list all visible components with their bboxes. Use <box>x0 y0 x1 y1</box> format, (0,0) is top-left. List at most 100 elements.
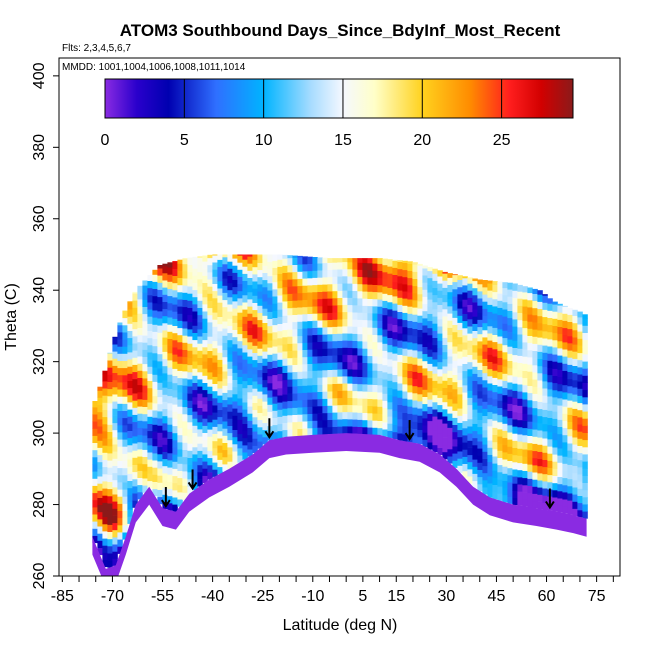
heatmap-cell <box>207 343 213 351</box>
heatmap-cell <box>162 408 168 417</box>
heatmap-cell <box>492 441 498 450</box>
heatmap-cell <box>197 429 203 437</box>
heatmap-cell <box>162 415 168 424</box>
heatmap-cell <box>447 320 453 328</box>
heatmap-cell <box>427 392 433 400</box>
heatmap-cell <box>287 300 293 309</box>
heatmap-cell <box>527 428 533 436</box>
heatmap-cell <box>177 363 183 371</box>
heatmap-cell <box>397 418 403 427</box>
heatmap-cell <box>527 364 533 372</box>
heatmap-cell <box>127 373 133 381</box>
heatmap-cell <box>362 269 368 278</box>
heatmap-cell <box>202 361 208 369</box>
heatmap-cell <box>577 409 583 418</box>
heatmap-cell <box>452 374 458 383</box>
heatmap-cell <box>142 435 148 443</box>
heatmap-cell <box>297 307 303 315</box>
heatmap-cell <box>152 445 158 454</box>
y-tick-label: 340 <box>31 277 48 304</box>
heatmap-cell <box>397 397 403 405</box>
heatmap-cell <box>157 303 163 312</box>
heatmap-cell <box>472 395 478 403</box>
heatmap-cell <box>162 473 168 481</box>
heatmap-cell <box>437 383 443 391</box>
heatmap-cell <box>257 255 263 263</box>
heatmap-cell <box>432 301 438 310</box>
heatmap-cell <box>402 434 408 442</box>
heatmap-cell <box>527 399 533 408</box>
heatmap-cell <box>327 258 333 263</box>
heatmap-cell <box>277 273 283 282</box>
heatmap-cell <box>552 382 558 391</box>
heatmap-cell <box>257 312 263 321</box>
heatmap-cell <box>237 355 243 363</box>
heatmap-cell <box>342 326 348 334</box>
heatmap-cell <box>517 369 523 378</box>
heatmap-cell <box>267 347 273 355</box>
heatmap-cell <box>127 423 133 431</box>
heatmap-cell <box>112 408 118 416</box>
heatmap-cell <box>172 289 178 298</box>
heatmap-cell <box>577 345 583 354</box>
heatmap-cell <box>472 278 478 282</box>
heatmap-cell <box>442 430 448 438</box>
heatmap-cell <box>547 381 553 390</box>
heatmap-cell <box>92 521 98 529</box>
heatmap-cell <box>147 480 153 489</box>
chart-title: ATOM3 Southbound Days_Since_BdyInf_Most_… <box>120 21 561 40</box>
heatmap-cell <box>527 492 533 501</box>
heatmap-cell <box>347 290 353 298</box>
heatmap-cell <box>432 380 438 388</box>
heatmap-cell <box>272 310 278 318</box>
heatmap-cell <box>512 497 518 506</box>
heatmap-cell <box>262 394 268 402</box>
heatmap-cell <box>522 342 528 350</box>
heatmap-cell <box>422 396 428 405</box>
heatmap-cell <box>572 351 578 359</box>
heatmap-cell <box>312 406 318 414</box>
heatmap-cell <box>562 484 568 493</box>
heatmap-cell <box>272 317 278 326</box>
heatmap-cell <box>492 456 498 464</box>
heatmap-cell <box>522 399 528 407</box>
heatmap-cell <box>237 312 243 320</box>
heatmap-cell <box>542 359 548 368</box>
heatmap-cell <box>317 298 323 307</box>
heatmap-cell <box>302 421 308 429</box>
heatmap-cell <box>172 418 178 427</box>
heatmap-cell <box>387 401 393 410</box>
heatmap-cell <box>457 294 463 302</box>
heatmap-cell <box>442 271 448 274</box>
heatmap-cell <box>247 384 253 393</box>
heatmap-cell <box>442 316 448 324</box>
heatmap-cell <box>312 291 318 300</box>
heatmap-cell <box>187 443 193 451</box>
y-tick-label: 260 <box>31 563 48 590</box>
heatmap-cell <box>162 380 168 388</box>
heatmap-cell <box>367 384 373 392</box>
heatmap-cell <box>397 383 403 391</box>
heatmap-cell <box>247 270 253 278</box>
heatmap-cell <box>292 271 298 280</box>
heatmap-cell <box>432 444 438 453</box>
heatmap-cell <box>177 313 183 321</box>
heatmap-cell <box>332 383 338 392</box>
heatmap-cell <box>197 336 203 344</box>
heatmap-cell <box>417 329 423 338</box>
heatmap-cell <box>147 423 153 432</box>
heatmap-cell <box>307 342 313 350</box>
heatmap-cell <box>157 289 163 298</box>
heatmap-cell <box>387 359 393 367</box>
heatmap-cell <box>517 477 523 485</box>
heatmap-cell <box>342 261 348 270</box>
heatmap-cell <box>347 347 353 356</box>
heatmap-cell <box>262 315 268 323</box>
heatmap-cell <box>577 317 583 325</box>
heatmap-cell <box>292 328 298 337</box>
heatmap-cell <box>172 490 178 498</box>
heatmap-cell <box>187 479 193 487</box>
heatmap-cell <box>347 276 353 284</box>
heatmap-cell <box>462 313 468 322</box>
heatmap-cell <box>572 315 578 324</box>
